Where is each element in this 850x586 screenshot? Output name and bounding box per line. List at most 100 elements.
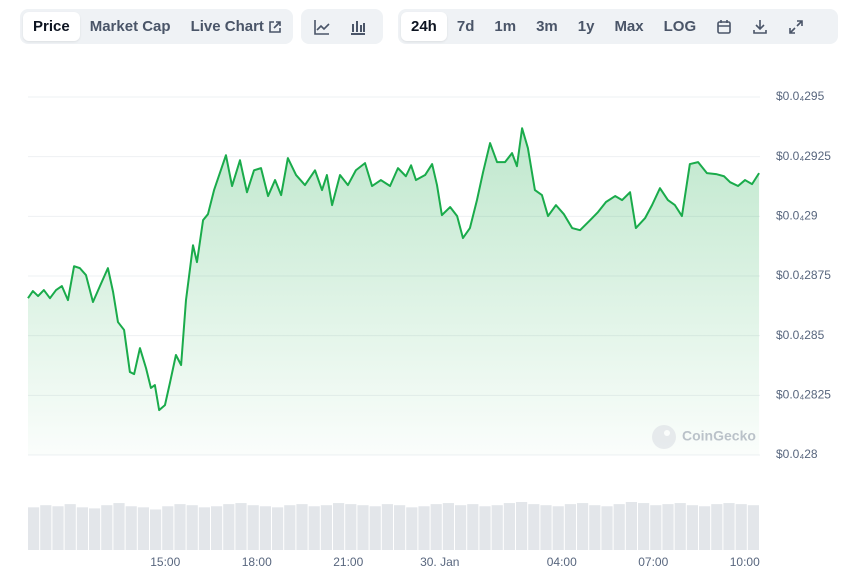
volume-bar bbox=[76, 507, 88, 550]
volume-bar bbox=[308, 506, 320, 550]
volume-bar bbox=[113, 503, 125, 550]
volume-bar bbox=[333, 503, 345, 550]
volume-bar bbox=[125, 506, 137, 550]
volume-bar bbox=[186, 505, 198, 550]
calendar-button[interactable] bbox=[706, 12, 742, 41]
range[interactable]: 1y bbox=[577, 18, 595, 35]
volume-bar bbox=[259, 506, 271, 550]
volume-bar bbox=[638, 503, 650, 550]
x-tick-label: 15:00 bbox=[150, 555, 180, 569]
range[interactable]: 1m bbox=[494, 18, 517, 35]
plot bbox=[27, 127, 760, 455]
volume-bar bbox=[686, 505, 698, 550]
calendar-icon bbox=[717, 19, 731, 34]
volume-bar bbox=[735, 504, 747, 550]
volume-bar bbox=[601, 506, 613, 550]
external-icon bbox=[269, 20, 281, 33]
range[interactable]: LOG bbox=[663, 18, 697, 35]
download-icon bbox=[753, 19, 767, 34]
range[interactable]: 24h bbox=[401, 12, 447, 41]
line-icon bbox=[314, 19, 330, 35]
volume-bar bbox=[747, 505, 759, 550]
watermark-text: CoinGecko bbox=[682, 428, 756, 444]
chart-type bbox=[301, 9, 383, 44]
volume-bar bbox=[64, 504, 76, 550]
x-tick-label: 10:00 bbox=[730, 555, 760, 569]
y-tick-label: $0.0₄285 bbox=[776, 328, 825, 342]
volume-bar bbox=[345, 504, 357, 550]
volume-bar bbox=[296, 504, 308, 550]
volume-bar bbox=[455, 505, 467, 550]
x-tick-label: 30. Jan bbox=[420, 555, 459, 569]
area bbox=[28, 128, 760, 455]
volume-bar bbox=[650, 505, 662, 550]
expand-icon bbox=[789, 19, 803, 34]
volume-bar bbox=[137, 507, 149, 550]
volume-bar bbox=[235, 503, 247, 550]
watermark-logo-eye bbox=[664, 430, 670, 436]
volume-bar bbox=[528, 504, 540, 550]
volume-bar bbox=[674, 503, 686, 550]
x-tick-label: 18:00 bbox=[242, 555, 272, 569]
volume-bar bbox=[467, 504, 479, 550]
line-chart-button[interactable] bbox=[304, 12, 340, 41]
candle-chart-button[interactable] bbox=[340, 12, 376, 41]
y-tick-label: $0.0₄295 bbox=[776, 89, 825, 103]
range-tabs: 24h 7d 1m 3m 1y Max LOG bbox=[398, 9, 838, 44]
tab[interactable]: Market Cap bbox=[89, 18, 171, 35]
candle-icon bbox=[351, 20, 365, 35]
volume-bar bbox=[577, 503, 589, 550]
volume-bar bbox=[247, 505, 259, 550]
volume-bar bbox=[162, 506, 174, 550]
volume-bar bbox=[101, 505, 113, 550]
volume-bar bbox=[442, 503, 454, 550]
volume-bar bbox=[552, 506, 564, 550]
volume-bar bbox=[40, 505, 52, 550]
y-tick-label: $0.0₄29 bbox=[776, 209, 818, 223]
volume-bar bbox=[357, 505, 369, 550]
volume-bar bbox=[613, 504, 625, 550]
tab-label: Live Chart bbox=[190, 18, 264, 35]
fullscreen-button[interactable] bbox=[778, 12, 814, 41]
view-tabs: Price Market Cap Live Chart bbox=[20, 9, 293, 44]
volume-bar bbox=[52, 506, 64, 550]
volume-bar bbox=[89, 508, 101, 550]
volume-bar bbox=[662, 504, 674, 550]
watermark-logo bbox=[652, 425, 676, 449]
volume-bar bbox=[430, 504, 442, 550]
volume-bar bbox=[699, 506, 711, 550]
volume-bar bbox=[198, 507, 210, 550]
volume-bar bbox=[223, 504, 235, 550]
volume-bar bbox=[516, 502, 528, 550]
volume-bar bbox=[320, 505, 332, 550]
volume-bar bbox=[540, 505, 552, 550]
y-tick-label: $0.0₄2825 bbox=[776, 388, 831, 402]
watermark: CoinGecko bbox=[652, 425, 756, 449]
range[interactable]: Max bbox=[614, 18, 644, 35]
y-tick-label: $0.0₄2875 bbox=[776, 268, 831, 282]
range[interactable]: 3m bbox=[536, 18, 558, 35]
volume-bar bbox=[381, 504, 393, 550]
download-button[interactable] bbox=[742, 12, 778, 41]
volume-bar bbox=[174, 504, 186, 550]
volume-bar bbox=[589, 505, 601, 550]
volume-bar bbox=[272, 507, 284, 550]
volume-bar bbox=[369, 506, 381, 550]
price-line bbox=[27, 127, 760, 412]
volume-bar bbox=[711, 504, 723, 550]
axis-labels: $0.0₄28 $0.0₄2825 $0.0₄285 $0.0₄2875 $0.0₄29… bbox=[150, 89, 831, 569]
volume-bar bbox=[503, 503, 515, 550]
tab[interactable]: Live Chart bbox=[181, 12, 292, 41]
volume-bar bbox=[479, 506, 491, 550]
x-tick-label: 21:00 bbox=[333, 555, 363, 569]
volume-bar bbox=[211, 506, 223, 550]
volume-bar bbox=[723, 503, 735, 550]
volume-bar bbox=[406, 507, 418, 550]
volume-bar bbox=[394, 505, 406, 550]
tab[interactable]: Price bbox=[23, 12, 80, 41]
range[interactable]: 7d bbox=[456, 18, 475, 35]
volume-bar bbox=[284, 505, 296, 550]
volume-bar bbox=[564, 504, 576, 550]
